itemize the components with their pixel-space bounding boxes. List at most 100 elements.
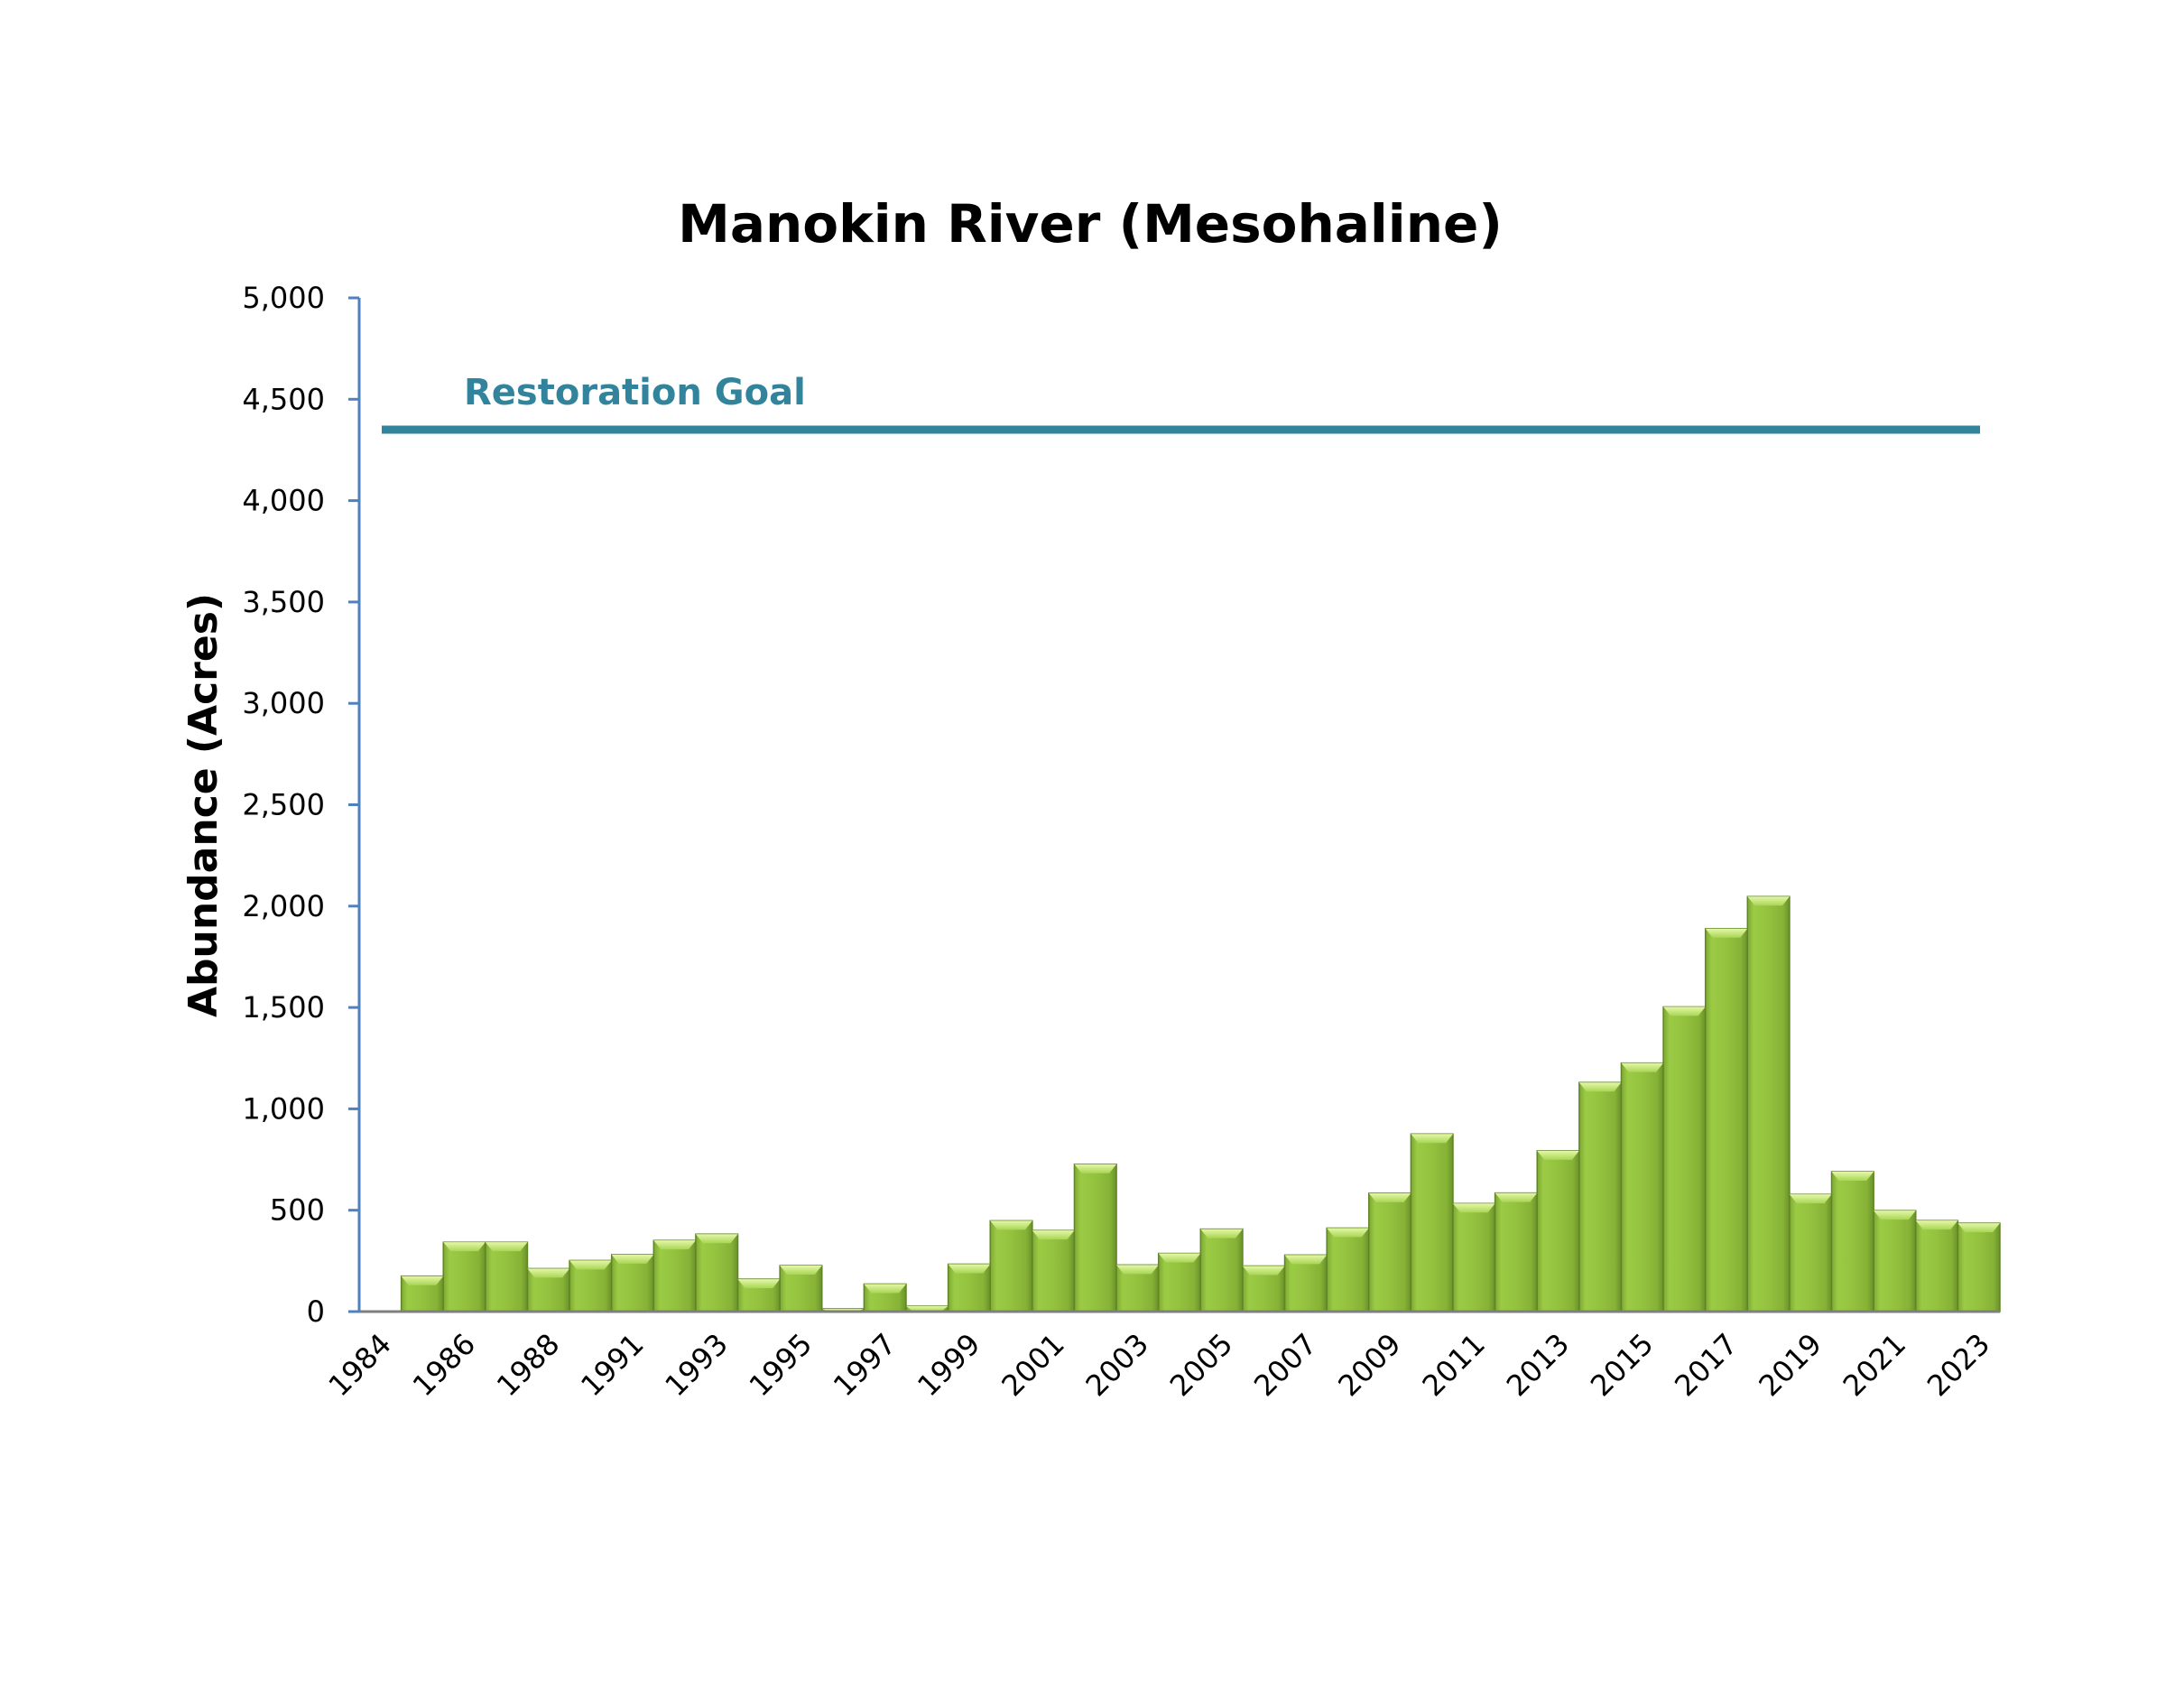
bar-1994 <box>736 1278 781 1312</box>
bar <box>1957 1222 2001 1312</box>
bar-2000 <box>989 1220 1033 1312</box>
bar-bevel <box>401 1275 444 1285</box>
bar-bevel <box>1621 1062 1664 1072</box>
bar <box>442 1241 486 1312</box>
bar-bevel <box>1789 1194 1832 1204</box>
bar-bevel <box>737 1279 781 1289</box>
x-tick-label: 2003 <box>1079 1327 1155 1403</box>
bar-bevel <box>1327 1228 1369 1238</box>
x-tick-label: 2019 <box>1752 1327 1828 1403</box>
bar-bevel <box>780 1266 822 1275</box>
bar-2021 <box>1873 1210 1917 1312</box>
bar-bevel <box>569 1260 612 1270</box>
bar-bevel <box>1663 1006 1706 1016</box>
y-tick-label: 3,500 <box>242 585 325 619</box>
x-tick-label: 1999 <box>911 1327 986 1403</box>
bar-2022 <box>1915 1220 1959 1312</box>
x-tick-label: 2017 <box>1668 1327 1744 1403</box>
bar-bevel <box>443 1242 486 1252</box>
bar-bevel <box>1578 1082 1622 1092</box>
bar <box>1368 1192 1412 1312</box>
bar-bevel <box>990 1220 1032 1230</box>
x-tick-label: 1995 <box>743 1327 819 1403</box>
bar-2007 <box>1283 1254 1328 1312</box>
y-tick-label: 3,000 <box>242 686 325 720</box>
x-tick-label: 1988 <box>490 1327 566 1403</box>
y-tick-label: 2,000 <box>242 889 325 923</box>
bar-1989 <box>569 1259 613 1312</box>
bar-bevel <box>948 1264 991 1274</box>
bar-2004 <box>1157 1252 1202 1312</box>
bar <box>1704 927 1749 1312</box>
bar-bevel <box>1158 1253 1201 1263</box>
bar-1985 <box>400 1275 444 1312</box>
bar <box>485 1241 529 1312</box>
bar-bevel <box>527 1268 570 1278</box>
bar <box>989 1220 1033 1312</box>
bar-bevel <box>1453 1203 1495 1213</box>
x-tick-label: 2015 <box>1584 1327 1660 1403</box>
bar <box>1746 895 1791 1312</box>
x-tick-label: 1984 <box>322 1327 398 1403</box>
bar <box>695 1233 739 1312</box>
bar-bevel <box>864 1284 906 1294</box>
bar-2011 <box>1452 1202 1496 1312</box>
bar-bevel <box>1495 1192 1538 1202</box>
restoration-goal-label: Restoration Goal <box>464 372 806 413</box>
bar-1986 <box>442 1241 486 1312</box>
bar <box>1789 1193 1833 1312</box>
y-tick-label: 1,000 <box>242 1091 325 1126</box>
y-tick-label: 2,500 <box>242 788 325 822</box>
bar-1991 <box>610 1254 655 1312</box>
x-tick-label: 2021 <box>1837 1327 1912 1403</box>
bar-2015 <box>1620 1062 1664 1312</box>
bar-2019 <box>1789 1193 1833 1312</box>
bar-2001 <box>1032 1229 1076 1312</box>
bar-2006 <box>1242 1265 1286 1312</box>
y-tick-label: 5,000 <box>242 281 325 315</box>
x-tick-label: 2009 <box>1331 1327 1407 1403</box>
bar-2009 <box>1368 1192 1412 1312</box>
bar <box>1199 1228 1244 1312</box>
x-tick-label: 2005 <box>1163 1327 1239 1403</box>
x-tick-label: 2007 <box>1247 1327 1323 1403</box>
bar-2002 <box>1073 1163 1117 1312</box>
bar-2005 <box>1199 1228 1244 1312</box>
x-tick-label: 2013 <box>1500 1327 1576 1403</box>
bar <box>1620 1062 1664 1312</box>
x-tick-label: 2023 <box>1920 1327 1996 1403</box>
bar-bevel <box>1537 1150 1579 1160</box>
x-tick-label: 1997 <box>827 1327 902 1403</box>
bar-1999 <box>947 1263 991 1312</box>
bar-2010 <box>1410 1133 1454 1312</box>
bar-1995 <box>779 1265 823 1312</box>
bar-bevel <box>1915 1220 1958 1230</box>
bar <box>1536 1150 1580 1312</box>
y-tick-label: 1,500 <box>242 990 325 1025</box>
bar <box>1830 1171 1874 1312</box>
bar-bevel <box>653 1240 696 1250</box>
bar <box>1032 1229 1076 1312</box>
bar-bevel <box>1200 1229 1243 1238</box>
bar-bevel <box>485 1242 528 1252</box>
bar <box>1915 1220 1959 1312</box>
bar-bevel <box>1242 1266 1285 1275</box>
bar-2012 <box>1494 1192 1538 1312</box>
bar-bevel <box>1957 1223 2000 1233</box>
bar-2016 <box>1662 1006 1707 1312</box>
bar-bevel <box>1116 1265 1159 1275</box>
bar-bevel <box>1874 1210 1916 1220</box>
bar-bevel <box>1705 928 1748 938</box>
bar-2017 <box>1704 927 1749 1312</box>
bar <box>1873 1210 1917 1312</box>
bar <box>610 1254 655 1312</box>
bar-1992 <box>652 1239 697 1312</box>
bar-2018 <box>1746 895 1791 1312</box>
bar-bevel <box>1747 896 1790 906</box>
bar-bevel <box>1032 1230 1075 1240</box>
bar-1997 <box>863 1283 907 1312</box>
bar <box>1662 1006 1707 1312</box>
bar-1988 <box>526 1267 570 1312</box>
bar-bevel <box>1074 1164 1117 1173</box>
x-tick-label: 2001 <box>995 1327 1070 1403</box>
